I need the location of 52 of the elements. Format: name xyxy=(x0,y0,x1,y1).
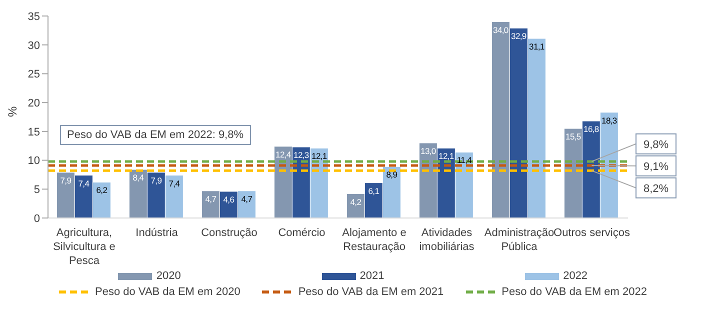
y-tick-label: 25 xyxy=(28,68,40,81)
y-tick-label: 35 xyxy=(28,10,40,23)
legend-label: Peso do VAB da EM em 2020 xyxy=(95,286,240,298)
data-label: 7,4 xyxy=(168,178,180,188)
y-tick-label: 15 xyxy=(28,126,40,138)
data-label: 13,0 xyxy=(420,146,436,156)
x-tick-label: Outros serviços xyxy=(554,227,630,239)
data-label: 4,2 xyxy=(350,196,362,207)
data-label: 7,4 xyxy=(78,178,90,188)
data-label: 12,1 xyxy=(312,151,328,162)
data-label: 7,9 xyxy=(150,175,162,186)
x-tick-label: Agricultura, Silvicultura e Pesca xyxy=(53,227,116,267)
x-tick-label: Comércio xyxy=(278,227,326,239)
data-label: 8,4 xyxy=(132,172,144,183)
data-label: 6,1 xyxy=(368,186,380,196)
y-axis-title: % xyxy=(5,106,20,117)
data-label: 16,8 xyxy=(584,124,600,134)
data-label: 7,9 xyxy=(60,175,72,186)
data-label: 15,5 xyxy=(566,132,582,142)
data-label: 32,9 xyxy=(511,31,527,42)
y-tick-label: 10 xyxy=(28,155,40,168)
annotation: 9,1% xyxy=(643,160,669,173)
callout: 9,1% xyxy=(591,155,676,176)
x-tick-label: Administração Pública xyxy=(484,227,554,253)
data-label: 4,7 xyxy=(241,194,253,204)
y-tick-label: 5 xyxy=(34,184,40,196)
data-label: 12,1 xyxy=(438,151,454,162)
data-label: 31,1 xyxy=(529,42,545,52)
callout: 8,2% xyxy=(591,170,676,198)
annotation: 9,8% xyxy=(643,138,669,151)
data-label: 12,4 xyxy=(276,149,292,160)
legend-label: Peso do VAB da EM em 2021 xyxy=(298,286,444,298)
legend-label: 2020 xyxy=(156,270,181,282)
legend-label: Peso do VAB da EM em 2022 xyxy=(502,286,647,298)
data-label: 34,0 xyxy=(493,24,509,35)
y-tick-label: 20 xyxy=(28,97,40,110)
data-label: 4,7 xyxy=(205,194,217,204)
data-label: 4,6 xyxy=(223,194,235,204)
y-tick-label: 30 xyxy=(28,40,40,52)
data-label: 18,3 xyxy=(602,115,618,126)
annotation: 8,2% xyxy=(643,182,669,195)
x-tick-label: Construção xyxy=(201,227,258,239)
annotation: Peso do VAB da EM em 2022: 9,8% xyxy=(60,125,251,146)
legend-label: 2021 xyxy=(360,270,384,282)
data-label: 8,9 xyxy=(386,170,398,180)
data-label: 12,3 xyxy=(294,150,310,160)
x-tick-label: Atividades imobiliárias xyxy=(419,227,475,253)
legend-label: 2022 xyxy=(563,270,588,282)
x-tick-label: Alojamento e Restauração xyxy=(342,227,406,253)
data-label: 6,2 xyxy=(96,185,108,196)
x-tick-label: Indústria xyxy=(136,227,179,239)
y-tick-label: 0 xyxy=(34,212,40,225)
